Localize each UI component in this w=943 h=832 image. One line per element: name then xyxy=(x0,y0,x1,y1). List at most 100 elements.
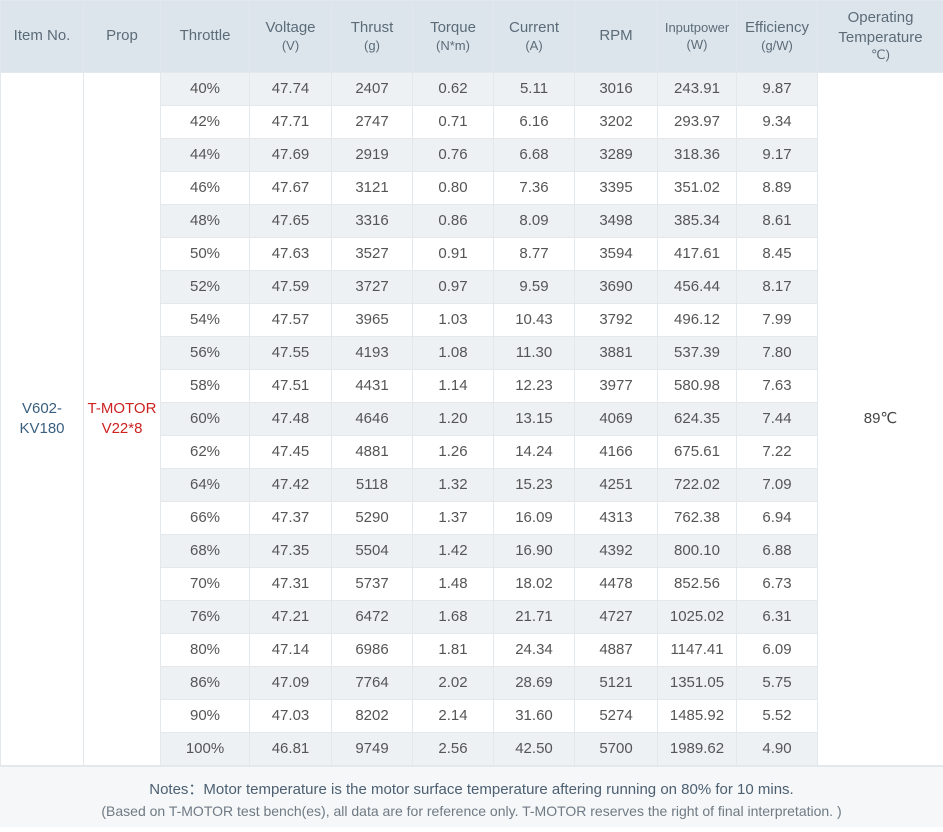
thrust-cell: 7764 xyxy=(331,666,413,700)
voltage-cell: 47.31 xyxy=(249,567,332,601)
inputpower-cell: 243.91 xyxy=(657,72,737,106)
torque-cell: 0.71 xyxy=(412,105,494,139)
thrust-cell: 3316 xyxy=(331,204,413,238)
throttle-cell: 66% xyxy=(160,501,250,535)
table-row: 46% 47.67 3121 0.80 7.36 3395 351.02 8.89 xyxy=(1,171,943,205)
inputpower-cell: 1025.02 xyxy=(657,600,737,634)
throttle-cell: 48% xyxy=(160,204,250,238)
table-row: 68% 47.35 5504 1.42 16.90 4392 800.10 6.88 xyxy=(1,534,943,568)
throttle-cell: 40% xyxy=(160,72,250,106)
efficiency-cell: 9.87 xyxy=(736,72,818,106)
current-cell: 15.23 xyxy=(493,468,575,502)
prop-cell: T-MOTOR V22*8 xyxy=(83,72,161,766)
inputpower-cell: 762.38 xyxy=(657,501,737,535)
rpm-cell: 4251 xyxy=(574,468,658,502)
inputpower-cell: 293.97 xyxy=(657,105,737,139)
header-temperature-line1: Operating xyxy=(847,9,914,27)
header-thrust-unit: (g) xyxy=(364,37,380,53)
throttle-cell: 80% xyxy=(160,633,250,667)
efficiency-cell: 7.99 xyxy=(736,303,818,337)
torque-cell: 1.81 xyxy=(412,633,494,667)
torque-cell: 1.14 xyxy=(412,369,494,403)
header-current-unit: (A) xyxy=(525,37,543,53)
header-inputpower-unit: (W) xyxy=(686,36,708,52)
table-row: 76% 47.21 6472 1.68 21.71 4727 1025.02 6.31 xyxy=(1,600,943,634)
efficiency-cell: 6.88 xyxy=(736,534,818,568)
inputpower-cell: 417.61 xyxy=(657,237,737,271)
table-row: 100% 46.81 9749 2.56 42.50 5700 1989.62 4.90 xyxy=(1,732,943,766)
thrust-cell: 5118 xyxy=(331,468,413,502)
throttle-cell: 100% xyxy=(160,732,250,766)
torque-cell: 0.91 xyxy=(412,237,494,271)
thrust-cell: 4431 xyxy=(331,369,413,403)
efficiency-cell: 6.09 xyxy=(736,633,818,667)
torque-cell: 1.20 xyxy=(412,402,494,436)
inputpower-cell: 1351.05 xyxy=(657,666,737,700)
rpm-cell: 3594 xyxy=(574,237,658,271)
throttle-cell: 64% xyxy=(160,468,250,502)
voltage-cell: 47.69 xyxy=(249,138,332,172)
inputpower-cell: 456.44 xyxy=(657,270,737,304)
current-cell: 21.71 xyxy=(493,600,575,634)
rpm-cell: 3881 xyxy=(574,336,658,370)
current-cell: 7.36 xyxy=(493,171,575,205)
throttle-cell: 42% xyxy=(160,105,250,139)
throttle-cell: 44% xyxy=(160,138,250,172)
efficiency-cell: 9.34 xyxy=(736,105,818,139)
operating-temperature-cell: 89℃ xyxy=(817,72,943,766)
inputpower-cell: 580.98 xyxy=(657,369,737,403)
efficiency-cell: 8.45 xyxy=(736,237,818,271)
voltage-cell: 46.81 xyxy=(249,732,332,766)
torque-cell: 2.56 xyxy=(412,732,494,766)
throttle-cell: 86% xyxy=(160,666,250,700)
table-row: 86% 47.09 7764 2.02 28.69 5121 1351.05 5.75 xyxy=(1,666,943,700)
table-row: 54% 47.57 3965 1.03 10.43 3792 496.12 7.99 xyxy=(1,303,943,337)
inputpower-cell: 318.36 xyxy=(657,138,737,172)
voltage-cell: 47.45 xyxy=(249,435,332,469)
voltage-cell: 47.55 xyxy=(249,336,332,370)
prop-line2: V22*8 xyxy=(101,420,143,437)
rpm-cell: 4392 xyxy=(574,534,658,568)
table-row: 44% 47.69 2919 0.76 6.68 3289 318.36 9.17 xyxy=(1,138,943,172)
header-efficiency: Efficiency (g/W) xyxy=(736,0,818,73)
throttle-cell: 50% xyxy=(160,237,250,271)
item-no-line2: KV180 xyxy=(19,420,65,437)
torque-cell: 1.68 xyxy=(412,600,494,634)
efficiency-cell: 8.17 xyxy=(736,270,818,304)
table-row: 58% 47.51 4431 1.14 12.23 3977 580.98 7.63 xyxy=(1,369,943,403)
throttle-cell: 68% xyxy=(160,534,250,568)
voltage-cell: 47.63 xyxy=(249,237,332,271)
thrust-cell: 8202 xyxy=(331,699,413,733)
thrust-cell: 9749 xyxy=(331,732,413,766)
header-current-label: Current xyxy=(508,19,560,37)
efficiency-cell: 7.22 xyxy=(736,435,818,469)
rpm-cell: 4313 xyxy=(574,501,658,535)
table-row: V602- KV180 T-MOTOR V22*8 40% 47.74 2407 0.62 5.… xyxy=(0,72,943,766)
inputpower-cell: 852.56 xyxy=(657,567,737,601)
inputpower-cell: 1147.41 xyxy=(657,633,737,667)
current-cell: 6.16 xyxy=(493,105,575,139)
voltage-cell: 47.14 xyxy=(249,633,332,667)
throttle-cell: 76% xyxy=(160,600,250,634)
inputpower-cell: 1485.92 xyxy=(657,699,737,733)
efficiency-cell: 5.75 xyxy=(736,666,818,700)
efficiency-cell: 7.63 xyxy=(736,369,818,403)
torque-cell: 0.80 xyxy=(412,171,494,205)
current-cell: 8.77 xyxy=(493,237,575,271)
inputpower-cell: 351.02 xyxy=(657,171,737,205)
table-row: 56% 47.55 4193 1.08 11.30 3881 537.39 7.80 xyxy=(1,336,943,370)
voltage-cell: 47.48 xyxy=(249,402,332,436)
table-row: 70% 47.31 5737 1.48 18.02 4478 852.56 6.73 xyxy=(1,567,943,601)
inputpower-cell: 385.34 xyxy=(657,204,737,238)
table-row: 90% 47.03 8202 2.14 31.60 5274 1485.92 5.52 xyxy=(1,699,943,733)
torque-cell: 1.26 xyxy=(412,435,494,469)
current-cell: 9.59 xyxy=(493,270,575,304)
throttle-cell: 52% xyxy=(160,270,250,304)
current-cell: 18.02 xyxy=(493,567,575,601)
current-cell: 24.34 xyxy=(493,633,575,667)
voltage-cell: 47.35 xyxy=(249,534,332,568)
header-voltage: Voltage (V) xyxy=(249,0,332,73)
rpm-cell: 3289 xyxy=(574,138,658,172)
throttle-cell: 56% xyxy=(160,336,250,370)
thrust-cell: 4881 xyxy=(331,435,413,469)
